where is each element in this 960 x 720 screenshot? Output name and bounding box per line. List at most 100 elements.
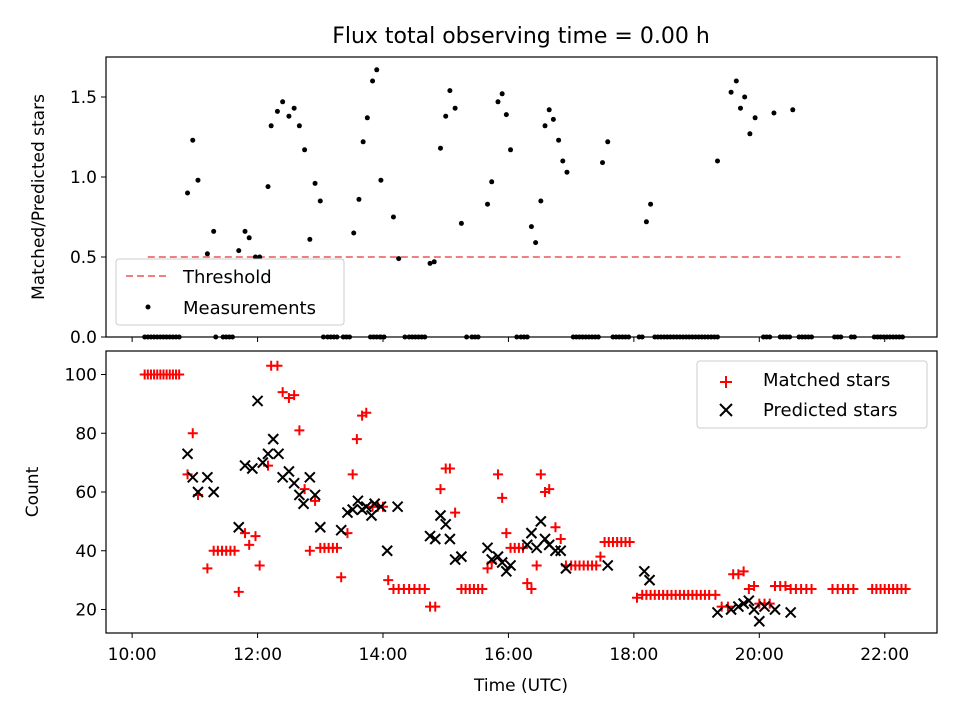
x-tick-label: 16:00 bbox=[484, 645, 533, 665]
predicted-star-marker bbox=[239, 459, 251, 472]
measurement-point bbox=[790, 107, 796, 113]
predicted-star-marker bbox=[455, 550, 468, 563]
matched-star-marker bbox=[419, 583, 430, 594]
predicted-star-marker bbox=[449, 553, 461, 566]
matched-star-marker bbox=[733, 569, 744, 580]
matched-star-marker bbox=[187, 428, 198, 439]
measurement-point bbox=[378, 177, 384, 183]
predicted-star-marker bbox=[732, 600, 745, 613]
count-y-tick-label: 20 bbox=[75, 601, 97, 621]
predicted-star-marker bbox=[758, 600, 771, 613]
measurement-point bbox=[252, 254, 258, 260]
measurement-point bbox=[495, 99, 501, 105]
predicted-star-marker bbox=[297, 498, 310, 510]
predicted-star-marker bbox=[725, 603, 737, 616]
predicted-star-marker bbox=[737, 597, 750, 610]
matched-star-marker bbox=[743, 583, 754, 594]
measurement-point bbox=[542, 123, 548, 129]
predicted-legend-label: Predicted stars bbox=[763, 400, 897, 421]
matched-star-marker bbox=[430, 601, 441, 612]
predicted-star-marker bbox=[381, 545, 393, 557]
matched-star-marker bbox=[383, 575, 394, 586]
matched-star-marker bbox=[229, 545, 240, 556]
predicted-star-marker bbox=[481, 542, 494, 554]
count-panel: Count Time (UTC) 10:00 12:00 14:00 16:00 18:… bbox=[23, 350, 938, 696]
predicted-star-marker bbox=[391, 500, 404, 513]
matched-star-marker bbox=[806, 583, 817, 594]
measurement-point bbox=[437, 145, 443, 151]
predicted-star-marker bbox=[187, 471, 199, 484]
matched-star-marker bbox=[240, 528, 251, 539]
x-tick-label: 18:00 bbox=[609, 645, 658, 665]
chart-title: Flux total observing time = 0.00 h bbox=[332, 24, 710, 49]
measurement-point bbox=[538, 198, 544, 204]
predicted-star-marker bbox=[201, 471, 214, 484]
predicted-star-marker bbox=[711, 606, 724, 619]
predicted-star-marker bbox=[486, 553, 498, 566]
matched-star-marker bbox=[710, 589, 721, 600]
predicted-star-marker bbox=[207, 486, 220, 498]
ratio-y-tick-label: 1.5 bbox=[70, 88, 97, 108]
predicted-star-marker bbox=[434, 509, 447, 522]
predicted-star-marker bbox=[246, 462, 259, 475]
measurement-point bbox=[431, 259, 437, 265]
predicted-star-marker bbox=[424, 530, 436, 542]
predicted-star-marker bbox=[272, 448, 285, 460]
measurement-point bbox=[374, 67, 380, 73]
predicted-star-marker bbox=[560, 562, 572, 575]
measurement-point bbox=[291, 105, 297, 111]
predicted-star-marker bbox=[429, 533, 441, 545]
measurement-point bbox=[242, 228, 248, 234]
predicted-star-marker bbox=[769, 603, 781, 616]
measurement-point bbox=[714, 158, 720, 164]
matched-star-marker bbox=[848, 583, 859, 594]
measurement-point bbox=[485, 201, 491, 207]
matched-star-marker bbox=[310, 495, 321, 506]
measurement-point bbox=[296, 123, 302, 129]
measurement-point bbox=[268, 123, 274, 129]
measurement-point bbox=[211, 228, 217, 234]
ratio-panel: Flux total observing time = 0.00 h Match… bbox=[29, 24, 938, 348]
x-tick-label: 10:00 bbox=[108, 645, 157, 665]
predicted-star-marker bbox=[267, 433, 279, 445]
measurement-point bbox=[752, 115, 758, 121]
matched-star-marker bbox=[444, 463, 455, 474]
x-tick-label: 20:00 bbox=[735, 645, 784, 665]
predicted-star-marker bbox=[233, 521, 245, 533]
measurement-point bbox=[286, 113, 292, 119]
predicted-star-marker bbox=[341, 506, 354, 519]
predicted-star-marker bbox=[753, 615, 766, 627]
predicted-star-marker bbox=[496, 556, 508, 569]
measurement-point bbox=[742, 94, 748, 100]
predicted-star-marker bbox=[283, 465, 295, 478]
count-legend: Matched stars Predicted stars bbox=[696, 360, 928, 429]
ratio-legend-box bbox=[115, 258, 345, 326]
matched-legend-label: Matched stars bbox=[763, 370, 890, 391]
predicted-legend-swatch bbox=[719, 403, 733, 417]
predicted-star-marker bbox=[346, 503, 359, 516]
measurement-point bbox=[390, 214, 396, 220]
predicted-star-marker bbox=[352, 495, 364, 507]
measurement-point bbox=[312, 180, 318, 186]
measurement-point bbox=[533, 240, 539, 246]
ratio-y-axis-label: Matched/Predicted stars bbox=[29, 94, 49, 300]
count-points bbox=[139, 360, 911, 627]
predicted-star-marker bbox=[643, 574, 656, 586]
predicted-star-marker bbox=[500, 565, 513, 578]
ratio-y-tick-label: 0.0 bbox=[70, 328, 97, 348]
count-plot-frame bbox=[105, 350, 938, 634]
matched-star-marker bbox=[591, 560, 602, 571]
measurement-point bbox=[771, 110, 777, 116]
ratio-y-tick-label: 1.0 bbox=[70, 168, 97, 188]
matched-star-marker bbox=[304, 545, 315, 556]
measurement-point bbox=[452, 105, 458, 111]
x-tick-label: 14:00 bbox=[359, 645, 408, 665]
measurement-point bbox=[643, 219, 649, 225]
ratio-plot-frame bbox=[105, 56, 938, 338]
measurement-point bbox=[364, 115, 370, 121]
count-y-tick-label: 40 bbox=[75, 542, 97, 562]
predicted-star-marker bbox=[748, 603, 760, 616]
matched-legend-swatch bbox=[720, 376, 732, 388]
measurement-point bbox=[489, 179, 495, 185]
